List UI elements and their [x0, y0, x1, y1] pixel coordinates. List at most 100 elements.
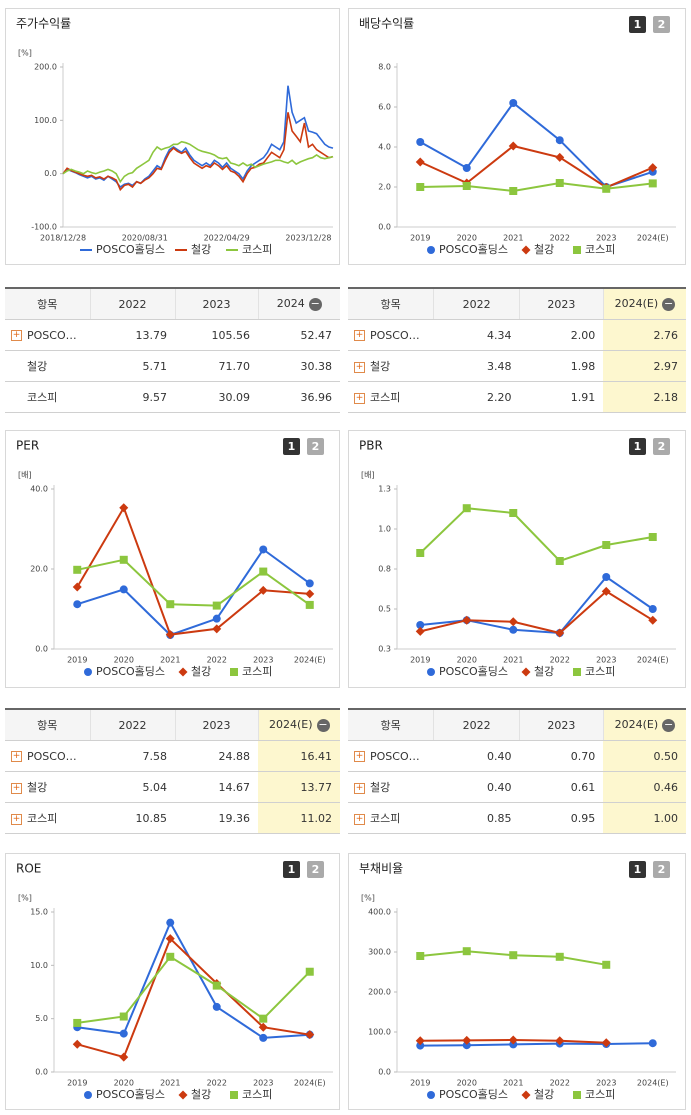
expand-button[interactable]: +	[11, 782, 22, 794]
page-button[interactable]	[653, 16, 670, 33]
table-row: + 코스피 2.20 1.91 2.18	[348, 381, 686, 413]
series-line	[419, 507, 653, 563]
x-tick-label: 2023	[596, 234, 616, 243]
legend-label: 철강	[191, 1088, 211, 1101]
expand-button[interactable]: +	[354, 361, 365, 373]
legend-label: POSCO홀딩스	[96, 1088, 165, 1101]
point	[509, 99, 518, 107]
column-header: 2024(E) −	[602, 288, 686, 320]
table-cell: 7.58	[90, 740, 175, 772]
expand-button[interactable]: +	[11, 751, 22, 762]
cell-text: 7.58	[142, 749, 168, 763]
table-row: + 철강 5.04 14.67 13.77	[5, 771, 340, 803]
collapse-button[interactable]: −	[308, 296, 322, 311]
point	[602, 541, 611, 549]
legend-label: POSCO홀딩스	[439, 665, 508, 678]
legend-swatch	[84, 668, 92, 676]
collapse-button[interactable]: −	[662, 296, 676, 311]
page-button-label[interactable]: 2	[658, 440, 666, 453]
expand-button[interactable]: +	[354, 392, 365, 404]
data-table: 항목 2022 2023 2024(E) − + POSCO… 4.34 2.00 2.76 + 철강…	[348, 287, 686, 413]
table-cell: 코스피	[5, 381, 90, 413]
collapse-button[interactable]: −	[662, 717, 676, 732]
point	[259, 1014, 268, 1023]
column-header-text: 2022	[118, 297, 147, 311]
table-cell: + POSCO…	[5, 740, 90, 772]
page-button[interactable]	[283, 438, 300, 455]
point	[416, 1041, 425, 1050]
expand-button[interactable]: +	[11, 330, 22, 341]
page-button-label[interactable]: 1	[288, 863, 296, 876]
page-button-label[interactable]: 2	[312, 863, 320, 876]
page-button[interactable]	[307, 861, 324, 878]
page-button-label[interactable]: 1	[634, 18, 642, 31]
page-button-label[interactable]: 2	[658, 18, 666, 31]
legend-swatch	[178, 667, 188, 677]
page-button-label[interactable]: 2	[658, 863, 666, 876]
expand-button[interactable]: +	[354, 751, 365, 762]
table-cell: 11.02	[258, 802, 340, 834]
expand-button[interactable]: +	[11, 813, 22, 825]
point	[119, 1012, 128, 1021]
cell-text: 11.02	[300, 811, 333, 825]
legend-label: POSCO홀딩스	[96, 243, 165, 256]
page-button-label[interactable]: 2	[312, 440, 320, 453]
legend-swatch	[521, 667, 531, 677]
expand-button[interactable]: +	[354, 330, 365, 341]
y-tick-label: 0.0	[35, 645, 48, 654]
table-row: + 철강 0.40 0.61 0.46	[348, 771, 686, 803]
cell-text: 2.97	[653, 359, 679, 373]
table-cell: 0.40	[433, 740, 520, 772]
point	[416, 183, 425, 191]
x-tick-label: 2023	[596, 1079, 616, 1088]
page-button-label[interactable]: 1	[634, 440, 642, 453]
legend-swatch	[521, 1090, 531, 1100]
legend-swatch	[573, 1091, 581, 1099]
page-button[interactable]	[629, 861, 646, 878]
table-cell: 14.67	[175, 771, 258, 803]
cell-text: 13.79	[135, 328, 168, 342]
page-button-label[interactable]: 1	[634, 863, 642, 876]
x-tick-label: 2020	[114, 656, 134, 665]
point	[555, 136, 564, 145]
cell-text: 1.98	[570, 359, 596, 373]
table-cell: 10.85	[90, 802, 175, 834]
column-header: 2023	[519, 288, 604, 320]
expand-button[interactable]: +	[354, 782, 365, 794]
table-cell: 24.88	[175, 740, 258, 772]
legend-label: 철강	[534, 665, 554, 678]
series-line	[62, 140, 334, 184]
page-button[interactable]	[629, 438, 646, 455]
series-line	[420, 1042, 653, 1047]
point	[305, 579, 314, 588]
y-tick-label: 40.0	[30, 485, 48, 494]
page-button[interactable]	[653, 861, 670, 878]
table-cell: 5.71	[90, 350, 175, 382]
page-button[interactable]	[653, 438, 670, 455]
expand-button[interactable]: +	[354, 813, 365, 825]
point	[415, 626, 425, 636]
legend-label: 코스피	[242, 665, 272, 678]
column-header-text: 2023	[547, 297, 576, 311]
point	[648, 1039, 657, 1048]
cell-text: 19.36	[218, 811, 251, 825]
x-tick-label: 2023	[253, 1079, 273, 1088]
column-header-text: 2022	[462, 297, 491, 311]
point	[462, 947, 471, 956]
page-button[interactable]	[283, 861, 300, 878]
legend-swatch	[427, 668, 435, 676]
page-button[interactable]	[629, 16, 646, 33]
chart-title: PER	[16, 439, 39, 453]
page-button[interactable]	[307, 438, 324, 455]
x-tick-label: 2021	[160, 1079, 180, 1088]
x-tick-label: 2021	[503, 1079, 523, 1088]
x-tick-label: 2023	[596, 656, 616, 665]
x-tick-label: 2024(E)	[637, 1079, 669, 1088]
collapse-button[interactable]: −	[316, 717, 330, 732]
legend-label: POSCO홀딩스	[439, 1088, 508, 1101]
cell-text: 0.85	[487, 811, 512, 825]
legend-label: 철강	[534, 243, 554, 256]
page-button-label[interactable]: 1	[288, 440, 296, 453]
x-tick-label: 2019	[67, 656, 87, 665]
y-tick-label: 0.0	[378, 1068, 391, 1077]
